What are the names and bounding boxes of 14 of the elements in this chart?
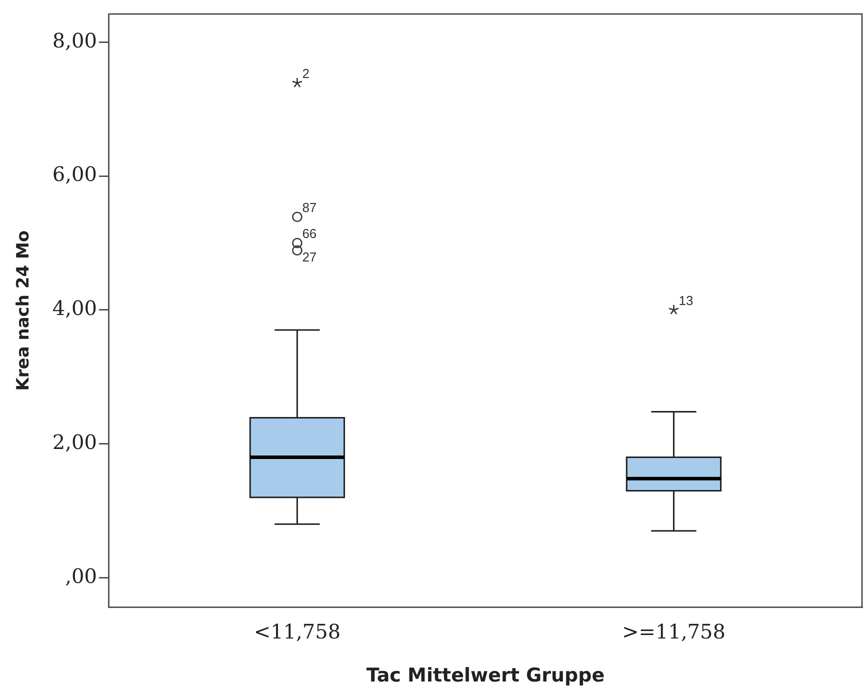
- x-axis-title: Tac Mittelwert Gruppe: [366, 664, 605, 687]
- annotation: 87: [302, 200, 317, 215]
- y-tick-label: 6,00: [52, 162, 97, 186]
- x-tick-label: >=11,758: [622, 619, 726, 644]
- annotation: 13: [678, 293, 694, 308]
- y-tick-label: ,00: [65, 564, 97, 588]
- y-axis-title: Krea nach 24 Mo: [14, 230, 34, 391]
- y-tick-label: 4,00: [52, 296, 97, 320]
- annotation: 27: [302, 249, 317, 264]
- y-tick-label: 2,00: [52, 430, 97, 454]
- y-tick-label: 8,00: [52, 28, 97, 52]
- x-tick-label: <11,758: [254, 619, 341, 644]
- annotation: 2: [302, 66, 310, 82]
- annotation: 66: [302, 226, 317, 242]
